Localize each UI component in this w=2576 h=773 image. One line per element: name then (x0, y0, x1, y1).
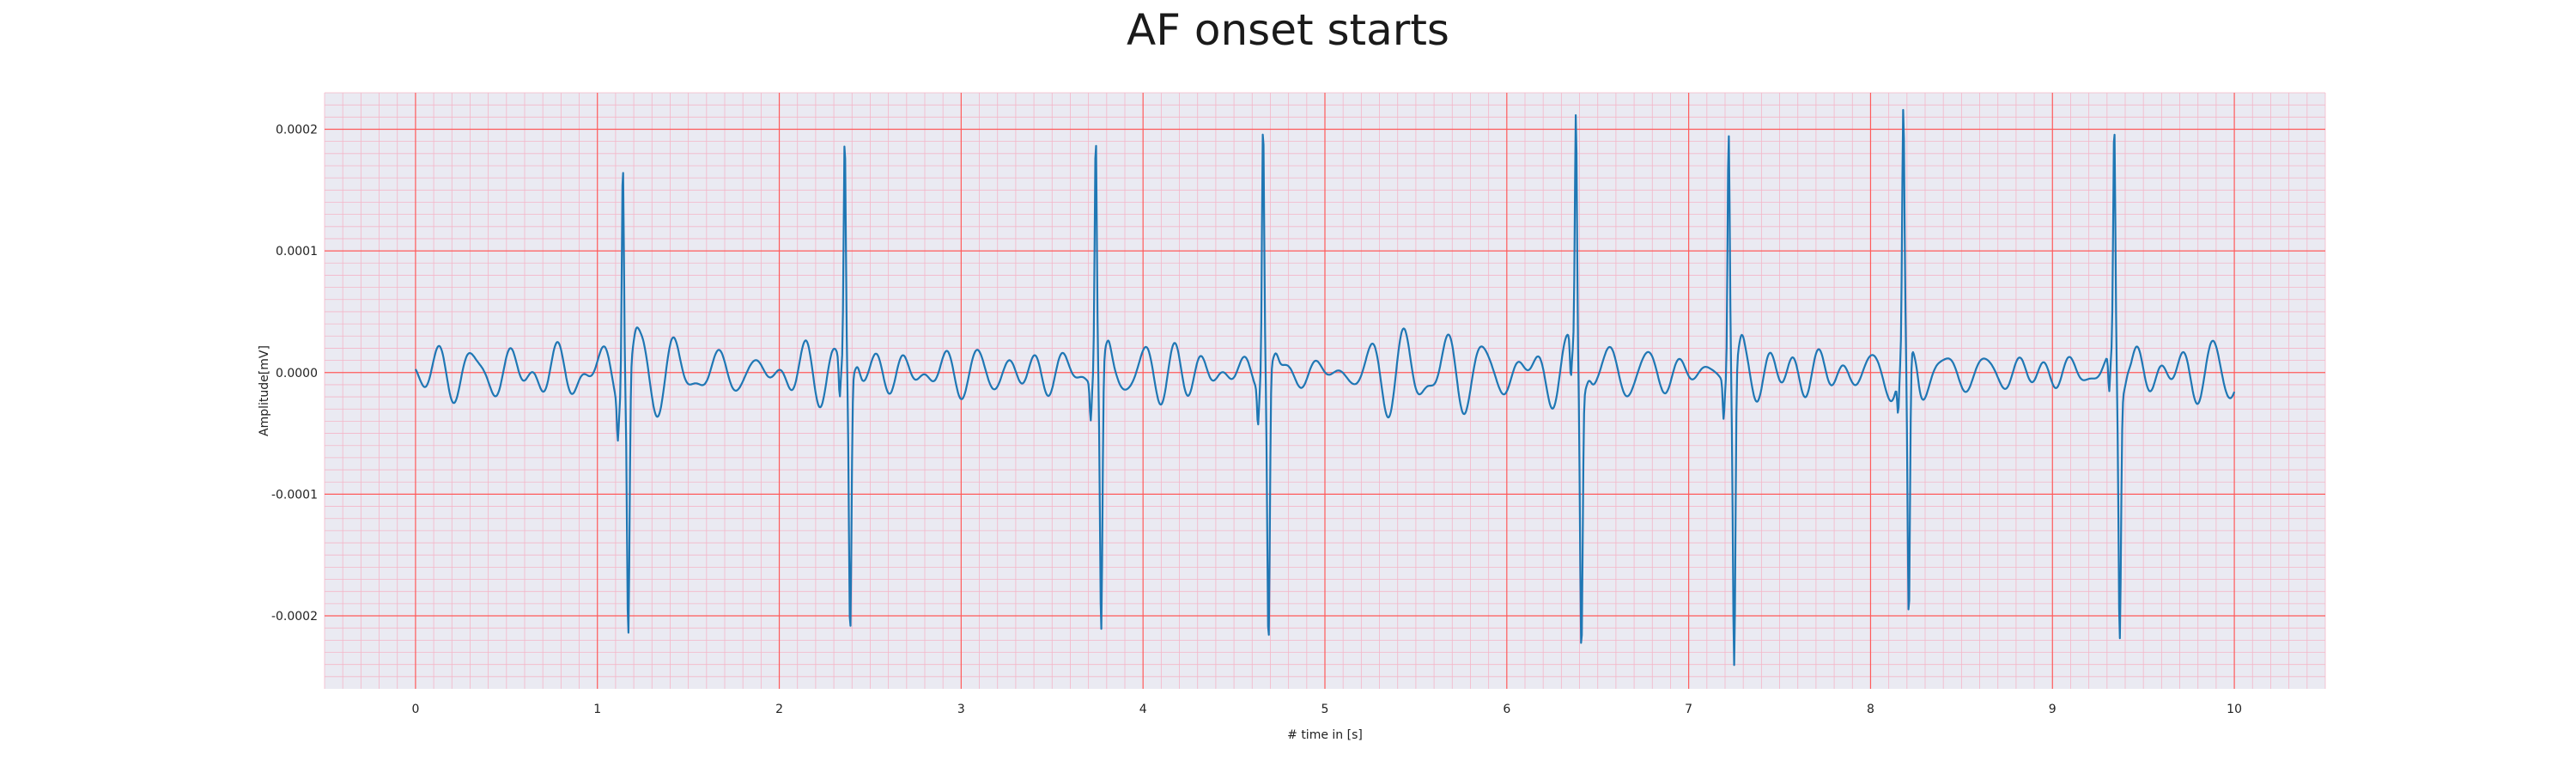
x-tick-label: 3 (957, 703, 965, 716)
y-tick-label: 0.0001 (276, 245, 318, 259)
x-tick-label: 0 (411, 703, 419, 716)
y-tick-label: -0.0001 (271, 488, 318, 502)
y-tick-label: -0.0002 (271, 610, 318, 624)
x-tick-label: 2 (775, 703, 783, 716)
x-tick-label: 5 (1321, 703, 1329, 716)
chart-title: AF onset starts (1127, 5, 1449, 55)
ecg-series-line (414, 108, 2236, 666)
y-axis-label: Amplitude[mV] (258, 345, 271, 436)
y-tick-label: 0.0002 (276, 123, 318, 137)
x-axis-ticks: 0 1 2 3 4 5 6 7 8 9 10 (411, 703, 2242, 716)
major-grid (325, 93, 2325, 689)
x-tick-label: 4 (1139, 703, 1147, 716)
x-tick-label: 6 (1503, 703, 1510, 716)
x-tick-label: 1 (593, 703, 601, 716)
y-tick-label: 0.0000 (276, 367, 318, 380)
x-axis-label: # time in [s] (1287, 728, 1363, 742)
x-tick-label: 8 (1867, 703, 1874, 716)
x-tick-label: 9 (2049, 703, 2057, 716)
x-tick-label: 7 (1685, 703, 1692, 716)
y-axis-ticks: -0.0002 -0.0001 0.0000 0.0001 0.0002 (271, 123, 318, 624)
x-tick-label: 10 (2227, 703, 2242, 716)
